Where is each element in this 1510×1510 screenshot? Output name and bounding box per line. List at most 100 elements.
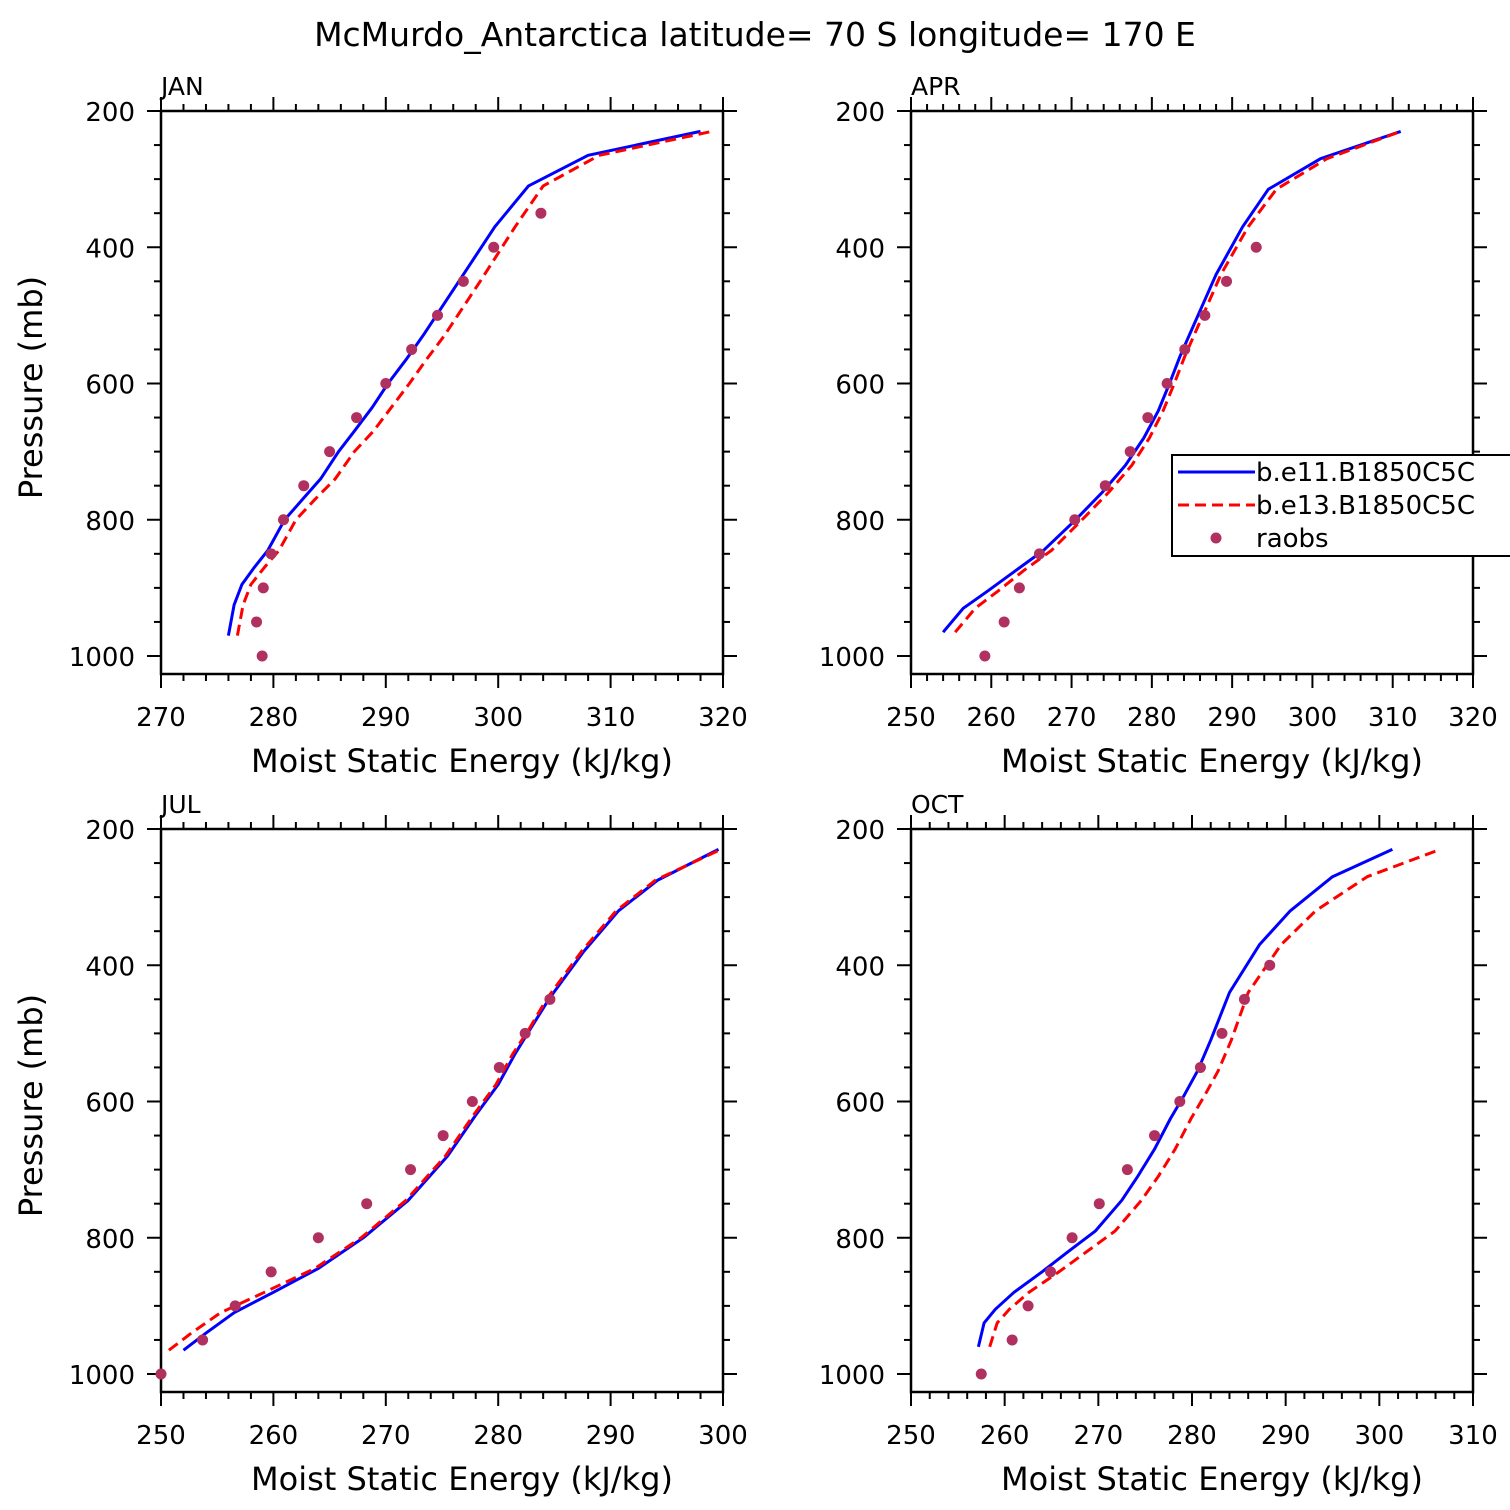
y-tick-label: 1000	[69, 1361, 135, 1391]
y-axis-label: Pressure (mb)	[12, 276, 50, 499]
raobs-point	[1142, 412, 1154, 424]
y-tick-label: 800	[85, 1225, 135, 1255]
panel-title: JAN	[159, 72, 204, 101]
raobs-point	[257, 582, 269, 594]
series-line-b-e13	[988, 847, 1441, 1348]
raobs-point	[1121, 1164, 1133, 1176]
raobs-point	[1216, 1027, 1228, 1039]
raobs-point	[488, 241, 500, 253]
raobs-point	[1179, 343, 1191, 355]
x-axis-label: Moist Static Energy (kJ/kg)	[251, 742, 673, 780]
x-tick-label: 260	[980, 1421, 1030, 1451]
raobs-point	[535, 207, 547, 219]
raobs-point	[1045, 1266, 1057, 1278]
y-tick-label: 800	[835, 1225, 885, 1255]
panels: JAN 270 280 290 300 310 320 200 400 600 800 1000 Moi…	[12, 72, 1498, 1498]
panel-title: APR	[911, 72, 961, 101]
x-tick-label: 250	[886, 1421, 936, 1451]
raobs-point	[1099, 480, 1111, 492]
raobs-point	[457, 275, 469, 287]
raobs-point	[324, 446, 336, 458]
raobs-point	[1069, 514, 1081, 526]
raobs-point	[1124, 446, 1136, 458]
raobs-point	[380, 378, 392, 389]
y-tick-label: 1000	[819, 643, 885, 673]
x-axis-label: Moist Static Energy (kJ/kg)	[251, 1460, 673, 1498]
raobs-point	[155, 1368, 167, 1380]
y-tick-label: 600	[835, 371, 885, 401]
raobs-point	[493, 1061, 505, 1073]
x-tick-label: 300	[1355, 1421, 1405, 1451]
x-tick-label: 280	[249, 703, 299, 733]
x-axis-label: Moist Static Energy (kJ/kg)	[1001, 1460, 1423, 1498]
y-tick-label: 600	[835, 1089, 885, 1119]
legend-raobs-marker	[1210, 532, 1222, 544]
x-tick-label: 290	[1261, 1421, 1311, 1451]
panel-title: JUL	[159, 790, 201, 819]
x-tick-label: 270	[1074, 1421, 1124, 1451]
raobs-point	[405, 1164, 417, 1176]
x-tick-label: 300	[698, 1421, 748, 1451]
raobs-point	[312, 1232, 324, 1244]
series-line-b-e13	[167, 848, 722, 1352]
x-tick-label: 300	[1288, 703, 1338, 733]
y-tick-label: 400	[85, 234, 135, 264]
x-tick-label: 320	[1448, 703, 1498, 733]
raobs-point	[265, 1266, 277, 1278]
raobs-point	[544, 993, 556, 1005]
raobs-point	[1194, 1061, 1206, 1073]
x-tick-label: 300	[473, 703, 523, 733]
x-axis-label: Moist Static Energy (kJ/kg)	[1001, 742, 1423, 780]
x-tick-label: 290	[586, 1421, 636, 1451]
raobs-point	[1161, 378, 1173, 389]
raobs-point	[998, 616, 1010, 628]
x-tick-label: 250	[886, 703, 936, 733]
y-tick-label: 400	[835, 952, 885, 982]
raobs-point	[1022, 1300, 1034, 1312]
panel-apr: APR 250 260 270 280 290 300 310 320 200 400 600 800 1…	[819, 72, 1498, 780]
raobs-point	[1006, 1334, 1018, 1346]
raobs-point	[197, 1334, 209, 1346]
panel-jul: JUL 250 260 270 280 290 300 200 400 600 800 1000 Moi…	[12, 790, 748, 1498]
y-tick-label: 800	[835, 507, 885, 537]
plot-frame	[159, 827, 725, 1394]
raobs-point	[466, 1096, 478, 1107]
raobs-point	[1093, 1198, 1105, 1210]
raobs-point	[519, 1027, 531, 1039]
x-tick-label: 270	[136, 703, 186, 733]
x-tick-label: 260	[966, 703, 1016, 733]
raobs-point	[1149, 1130, 1161, 1142]
raobs-point	[975, 1368, 987, 1380]
y-tick-label: 200	[85, 98, 135, 128]
y-tick-label: 800	[85, 507, 135, 537]
y-tick-label: 400	[85, 952, 135, 982]
y-tick-label: 200	[85, 816, 135, 846]
raobs-point	[251, 616, 263, 628]
series-line-b-e11	[976, 848, 1394, 1348]
y-tick-label: 600	[85, 371, 135, 401]
raobs-point	[1221, 275, 1233, 287]
series-line-b-e13	[235, 129, 713, 636]
series-line-b-e13	[954, 129, 1402, 634]
x-tick-label: 290	[361, 703, 411, 733]
legend-label: raobs	[1256, 524, 1329, 554]
x-tick-label: 310	[1448, 1421, 1498, 1451]
panel-jan: JAN 270 280 290 300 310 320 200 400 600 800 1000 Moi…	[12, 72, 748, 780]
x-tick-label: 250	[136, 1421, 186, 1451]
raobs-point	[1013, 582, 1025, 594]
x-tick-label: 280	[473, 1421, 523, 1451]
series-line-b-e11	[941, 129, 1402, 634]
x-tick-label: 280	[1127, 703, 1177, 733]
x-tick-label: 270	[361, 1421, 411, 1451]
y-tick-label: 1000	[819, 1361, 885, 1391]
x-tick-label: 260	[249, 1421, 299, 1451]
raobs-point	[437, 1130, 449, 1142]
raobs-point	[406, 343, 418, 355]
raobs-point	[1033, 548, 1045, 560]
raobs-point	[229, 1300, 241, 1312]
y-tick-label: 200	[835, 816, 885, 846]
raobs-point	[1199, 309, 1211, 321]
y-tick-label: 400	[835, 234, 885, 264]
